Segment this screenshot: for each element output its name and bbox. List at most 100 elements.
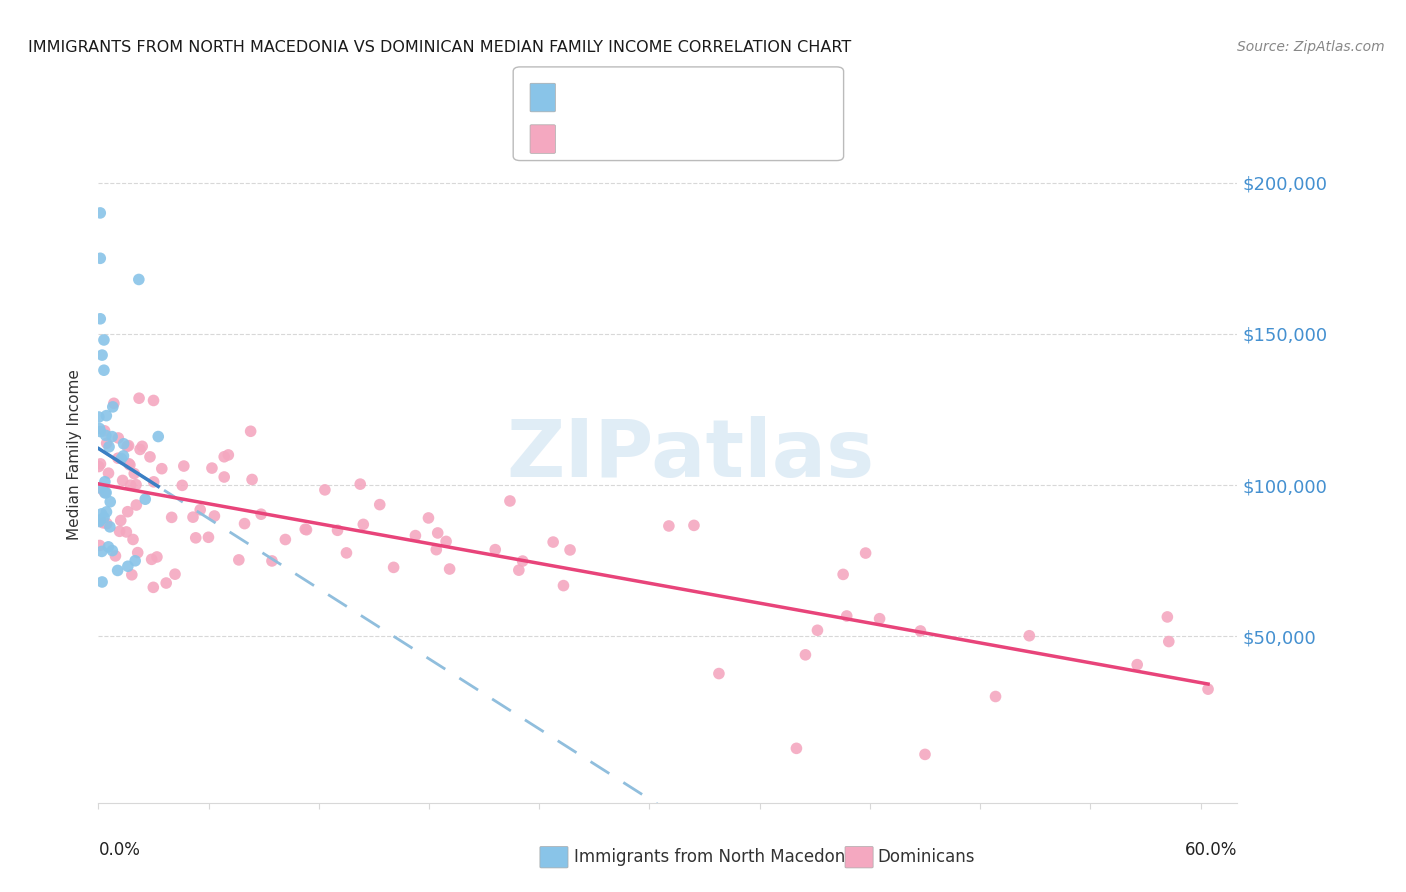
Point <box>87 459 110 474</box>
Point <box>94 485 117 500</box>
Point <box>541 535 564 549</box>
Point <box>122 467 145 481</box>
Point <box>163 567 186 582</box>
Text: N =: N = <box>671 86 718 103</box>
Point <box>188 502 211 516</box>
Point <box>172 478 194 492</box>
Point <box>233 516 256 531</box>
Point <box>94 486 117 500</box>
Point <box>855 546 877 560</box>
Point <box>869 612 891 626</box>
Point <box>96 436 118 450</box>
Point <box>104 549 127 563</box>
Point <box>146 549 169 564</box>
Point <box>553 579 575 593</box>
Point <box>141 552 163 566</box>
Point <box>89 421 111 435</box>
Text: IMMIGRANTS FROM NORTH MACEDONIA VS DOMINICAN MEDIAN FAMILY INCOME CORRELATION CH: IMMIGRANTS FROM NORTH MACEDONIA VS DOMIN… <box>28 40 852 55</box>
Point <box>121 567 143 582</box>
Point <box>112 436 135 450</box>
Point <box>1156 610 1178 624</box>
Point <box>425 542 447 557</box>
Point <box>426 525 449 540</box>
Text: 0.0%: 0.0% <box>98 841 141 859</box>
Point <box>832 567 855 582</box>
Point <box>115 439 138 453</box>
Point <box>1197 682 1219 697</box>
Point <box>87 410 110 425</box>
Point <box>115 524 138 539</box>
Point <box>96 516 118 531</box>
Point <box>201 461 224 475</box>
Y-axis label: Median Family Income: Median Family Income <box>67 369 83 541</box>
Point <box>683 518 706 533</box>
Point <box>418 511 440 525</box>
Point <box>89 206 111 220</box>
Point <box>160 510 183 524</box>
Point <box>250 507 273 521</box>
Point <box>508 563 530 577</box>
Point <box>984 690 1007 704</box>
Point <box>835 609 858 624</box>
Point <box>93 363 115 377</box>
Point <box>89 539 111 553</box>
Point <box>806 624 828 638</box>
Point <box>239 424 262 438</box>
Text: Immigrants from North Macedonia: Immigrants from North Macedonia <box>574 848 859 866</box>
Point <box>1126 657 1149 672</box>
Point <box>124 554 146 568</box>
Point <box>117 559 139 574</box>
Point <box>93 485 115 500</box>
Point <box>127 546 149 560</box>
Point <box>150 461 173 475</box>
Point <box>382 560 405 574</box>
Point <box>91 483 114 497</box>
Point <box>94 428 117 442</box>
Point <box>910 624 932 638</box>
Text: R =: R = <box>565 86 602 103</box>
Point <box>120 478 142 492</box>
Point <box>101 400 124 414</box>
Point <box>128 391 150 405</box>
Point <box>217 448 239 462</box>
Point <box>212 470 235 484</box>
Point <box>98 520 121 534</box>
Point <box>197 530 219 544</box>
Text: 60.0%: 60.0% <box>1185 841 1237 859</box>
Point <box>134 492 156 507</box>
Point <box>101 543 124 558</box>
Point <box>93 333 115 347</box>
Point <box>1018 629 1040 643</box>
Point <box>91 516 114 530</box>
Point <box>204 508 226 523</box>
Point <box>91 574 114 589</box>
Point <box>658 519 681 533</box>
Point <box>294 522 316 536</box>
Point <box>90 544 112 558</box>
Point <box>89 252 111 266</box>
Point <box>89 515 111 529</box>
Point <box>93 510 115 524</box>
Point <box>117 439 139 453</box>
Point <box>181 510 204 524</box>
Point <box>118 457 141 471</box>
Point <box>1157 634 1180 648</box>
Point <box>112 449 135 463</box>
Point <box>484 542 506 557</box>
Point <box>499 494 522 508</box>
Point <box>128 272 150 286</box>
Point <box>512 554 534 568</box>
Point <box>148 429 170 443</box>
Point <box>274 533 297 547</box>
Point <box>434 534 457 549</box>
Text: R =: R = <box>565 128 602 145</box>
Point <box>404 528 426 542</box>
Point <box>97 540 120 554</box>
Point <box>314 483 336 497</box>
Point <box>295 523 318 537</box>
Text: -0.592: -0.592 <box>605 128 658 145</box>
Point <box>212 450 235 464</box>
Point <box>335 546 357 560</box>
Point <box>96 409 118 423</box>
Text: -0.069: -0.069 <box>605 86 658 103</box>
